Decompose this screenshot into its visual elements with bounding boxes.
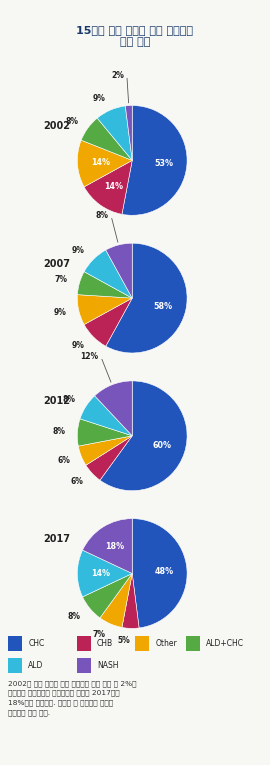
Text: 8%: 8% <box>52 427 65 436</box>
Wedge shape <box>86 436 132 480</box>
Wedge shape <box>77 140 132 187</box>
Wedge shape <box>95 381 132 436</box>
Text: 6%: 6% <box>57 456 70 465</box>
Text: 8%: 8% <box>95 211 108 220</box>
Wedge shape <box>78 436 132 465</box>
Text: 2017: 2017 <box>43 534 70 544</box>
Text: 14%: 14% <box>91 158 110 167</box>
Wedge shape <box>84 250 132 298</box>
Text: 8%: 8% <box>65 116 78 125</box>
Text: 12%: 12% <box>80 352 98 361</box>
Wedge shape <box>83 519 132 574</box>
Text: 14%: 14% <box>104 181 123 190</box>
Text: 2%: 2% <box>111 71 124 80</box>
Text: 8%: 8% <box>63 396 76 405</box>
Text: ALD+CHC: ALD+CHC <box>206 640 244 648</box>
Text: 9%: 9% <box>72 341 85 350</box>
Wedge shape <box>106 243 187 353</box>
Wedge shape <box>84 161 132 214</box>
Text: 9%: 9% <box>72 246 85 256</box>
Text: 2007: 2007 <box>43 259 70 269</box>
Wedge shape <box>100 381 187 490</box>
Text: 48%: 48% <box>154 567 174 576</box>
Wedge shape <box>122 574 139 628</box>
Text: 7%: 7% <box>55 275 68 284</box>
Wedge shape <box>77 419 132 446</box>
Wedge shape <box>125 106 132 161</box>
Bar <box>77 658 90 673</box>
Bar <box>8 636 22 651</box>
Wedge shape <box>80 396 132 436</box>
Wedge shape <box>132 519 187 628</box>
Wedge shape <box>77 550 132 597</box>
Text: 53%: 53% <box>154 159 173 168</box>
Wedge shape <box>122 106 187 215</box>
Text: 58%: 58% <box>153 301 173 311</box>
Text: 7%: 7% <box>93 630 106 640</box>
Wedge shape <box>77 272 132 298</box>
Text: CHC: CHC <box>28 640 45 648</box>
Text: CHB: CHB <box>97 640 113 648</box>
Wedge shape <box>106 243 132 298</box>
Bar <box>77 636 90 651</box>
Wedge shape <box>83 574 132 618</box>
Text: 5%: 5% <box>117 636 130 645</box>
Text: 9%: 9% <box>93 94 106 103</box>
Text: 15년간 미국 간이식 대기 환자들의
원인 질환: 15년간 미국 간이식 대기 환자들의 원인 질환 <box>76 25 194 47</box>
Text: 2002년 당시 간이식 대기 환자들의 원인 질환 중 2%에
불과했던 비알코울성 지방간염의 비율이 2017년엔
18%까지 증가했다. 현재는 더 증: 2002년 당시 간이식 대기 환자들의 원인 질환 중 2%에 불과했던 비알… <box>8 680 137 715</box>
Wedge shape <box>77 295 132 324</box>
Bar <box>186 636 200 651</box>
Wedge shape <box>97 106 132 161</box>
Text: 9%: 9% <box>54 308 67 317</box>
Text: 8%: 8% <box>68 612 81 620</box>
Wedge shape <box>100 574 132 627</box>
Text: 18%: 18% <box>106 542 125 551</box>
Text: 2002: 2002 <box>43 121 70 131</box>
Text: 60%: 60% <box>153 441 172 450</box>
Text: 6%: 6% <box>70 477 83 486</box>
Wedge shape <box>84 298 132 347</box>
Text: 2012: 2012 <box>43 396 70 406</box>
Bar <box>8 658 22 673</box>
Text: 14%: 14% <box>91 569 110 578</box>
Wedge shape <box>81 118 132 161</box>
Text: Other: Other <box>155 640 177 648</box>
Text: ALD: ALD <box>28 662 44 670</box>
Bar <box>135 636 149 651</box>
Text: NASH: NASH <box>97 662 119 670</box>
